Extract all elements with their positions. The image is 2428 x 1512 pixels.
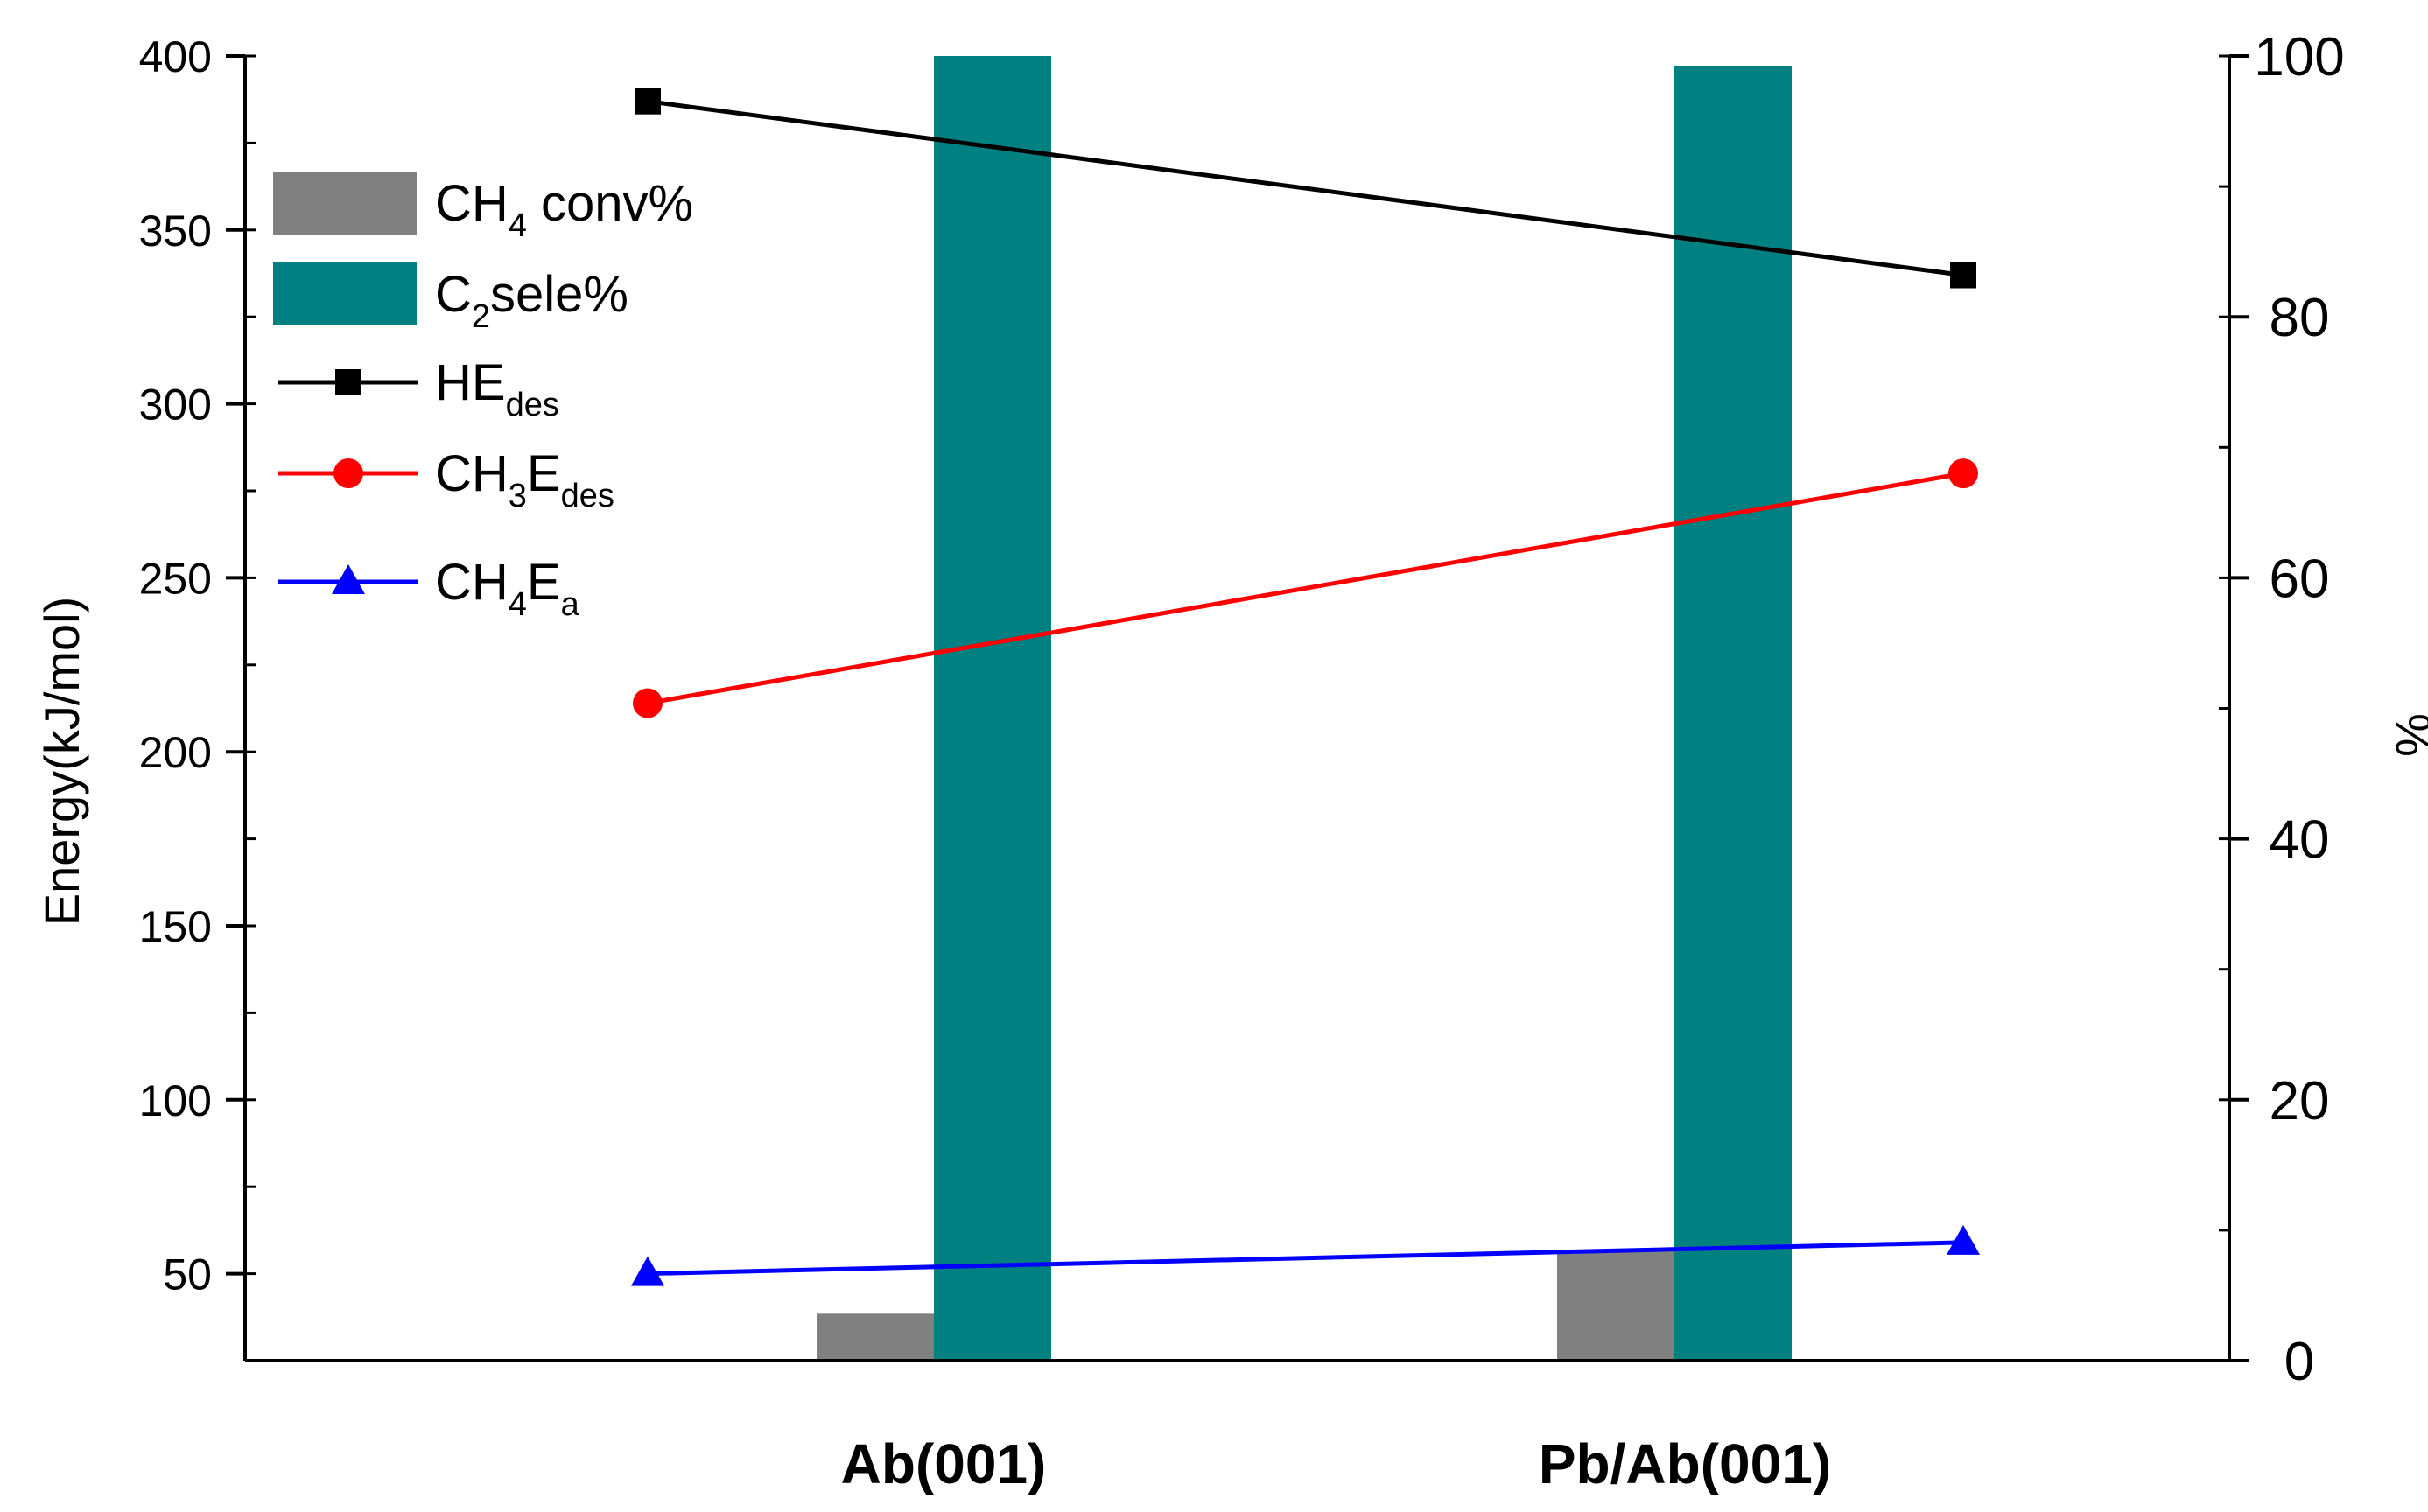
- bar-c2sele-0: [934, 56, 1051, 1361]
- right-tick-label: 20: [2270, 1071, 2330, 1131]
- legend-marker-ch3: [333, 458, 363, 488]
- left-tick-label: 300: [139, 381, 212, 430]
- point-he-0: [635, 88, 661, 115]
- legend-marker-ch4ea: [332, 564, 365, 594]
- legend-swatch-c2sele: [273, 262, 417, 326]
- line-he: [647, 99, 1964, 277]
- left-tick-label: 200: [139, 728, 212, 777]
- bar-layer: [817, 56, 1792, 1362]
- category-label-ab001: Ab(001): [841, 1432, 1047, 1495]
- legend-marker-he: [335, 369, 361, 396]
- bar-ch4conv-1: [1557, 1250, 1674, 1361]
- line-layer: [631, 88, 1980, 1286]
- left-tick-label: 400: [139, 32, 212, 81]
- legend-label-ch3: CH3Edes: [435, 445, 614, 514]
- point-ch3-1: [1948, 458, 1978, 489]
- right-tick-label: 0: [2284, 1332, 2314, 1392]
- legend: CH4 conv% C2sele% HEdes CH3Edes CH4Ea: [273, 172, 693, 623]
- line-ch3: [647, 471, 1964, 705]
- left-tick-label: 150: [139, 902, 212, 951]
- legend-label-he: HEdes: [435, 354, 559, 424]
- left-tick-label: 50: [163, 1250, 212, 1299]
- bar-ch4conv-0: [817, 1313, 934, 1361]
- point-ch4ea-0: [631, 1256, 664, 1286]
- legend-swatch-ch4conv: [273, 172, 417, 234]
- category-label-pb-ab001: Pb/Ab(001): [1539, 1432, 1831, 1495]
- right-tick-label: 60: [2270, 549, 2330, 609]
- left-tick-label: 350: [139, 206, 212, 256]
- right-tick-label: 100: [2254, 27, 2344, 88]
- left-tick-label: 250: [139, 554, 212, 603]
- point-he-1: [1950, 262, 1976, 289]
- right-axis-title: %: [2386, 713, 2428, 757]
- left-axis-title: Energy(kJ/mol): [34, 597, 89, 927]
- legend-label-ch4conv: CH4 conv%: [435, 175, 693, 244]
- point-ch3-0: [633, 688, 663, 718]
- legend-label-c2sele: C2sele%: [435, 266, 628, 335]
- right-tick-label: 40: [2270, 810, 2330, 871]
- line-ch4ea: [647, 1240, 1964, 1277]
- legend-label-ch4ea: CH4Ea: [435, 554, 580, 623]
- left-tick-label: 100: [139, 1076, 212, 1125]
- axes-layer: 50 100 150 200 250 300 350 400 0 20 40 60 80 100: [139, 27, 2345, 1392]
- right-tick-label: 80: [2270, 288, 2330, 348]
- point-ch4ea-1: [1947, 1224, 1980, 1255]
- bar-c2sele-1: [1674, 66, 1792, 1362]
